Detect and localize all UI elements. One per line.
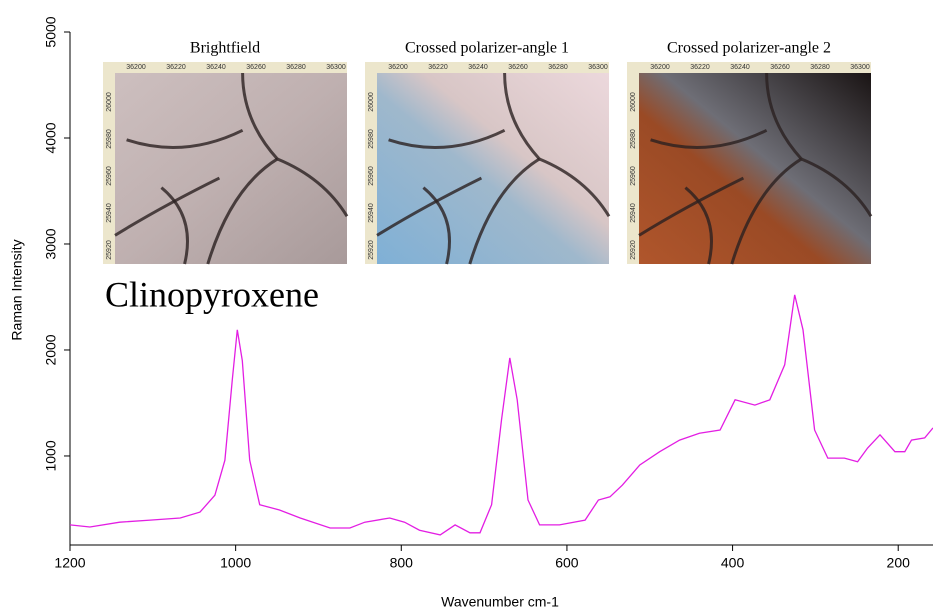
inset-x-tick-label: 36200 — [650, 64, 670, 71]
inset-crack — [503, 72, 541, 160]
inset-crack — [388, 128, 506, 149]
inset-x-tick-label: 36220 — [428, 64, 448, 71]
x-axis-label: Wavenumber cm-1 — [441, 594, 559, 610]
inset-y-tick-label: 25960 — [368, 166, 375, 186]
inset-y-tick-label: 26000 — [368, 92, 375, 112]
inset-crack — [538, 157, 611, 218]
inset-crack — [684, 186, 713, 265]
inset-crack — [638, 176, 745, 237]
inset-x-tick-label: 36260 — [770, 64, 790, 71]
inset-y-tick-label: 25980 — [630, 129, 637, 149]
inset-crack — [650, 128, 768, 149]
x-tick-label: 1000 — [220, 555, 251, 571]
inset-y-tick-label: 26000 — [630, 92, 637, 112]
y-tick-label: 1000 — [43, 440, 59, 471]
inset-crack — [376, 176, 483, 237]
inset-x-tick-label: 36240 — [468, 64, 488, 71]
inset-image — [377, 73, 609, 264]
inset-y-tick-label: 25940 — [630, 203, 637, 223]
inset-x-tick-label: 36200 — [126, 64, 146, 71]
inset-crack — [114, 176, 221, 237]
inset-y-tick-label: 25960 — [106, 166, 113, 186]
inset-crack — [800, 157, 873, 218]
inset-x-tick-label: 36300 — [326, 64, 346, 71]
inset-x-tick-label: 36220 — [690, 64, 710, 71]
inset-crack — [422, 186, 451, 265]
inset-crack — [241, 72, 279, 160]
inset-title: Crossed polarizer-angle 2 — [667, 40, 831, 57]
inset-y-tick-label: 25960 — [630, 166, 637, 186]
spectrum-line — [69, 294, 933, 536]
inset-x-tick-label: 36260 — [246, 64, 266, 71]
y-tick-label: 3000 — [43, 228, 59, 259]
inset-image — [639, 73, 871, 264]
inset-x-tick-label: 36220 — [166, 64, 186, 71]
inset-x-tick-label: 36280 — [286, 64, 306, 71]
inset-x-tick-label: 36300 — [588, 64, 608, 71]
annotation: Clinopyroxene — [105, 274, 319, 314]
inset-title: Brightfield — [190, 40, 260, 57]
y-tick-label: 2000 — [43, 334, 59, 365]
inset-x-tick-label: 36280 — [810, 64, 830, 71]
x-tick-label: 1200 — [54, 555, 85, 571]
x-tick-label: 200 — [887, 555, 911, 571]
inset-x-tick-label: 36260 — [508, 64, 528, 71]
inset-y-tick-label: 25940 — [106, 203, 113, 223]
inset-y-tick-label: 25920 — [630, 240, 637, 260]
inset-crack — [765, 72, 803, 160]
x-tick-label: 600 — [555, 555, 579, 571]
inset-y-tick-label: 25920 — [368, 240, 375, 260]
inset-y-tick-label: 25980 — [106, 129, 113, 149]
y-tick-label: 4000 — [43, 122, 59, 153]
inset-x-tick-label: 36200 — [388, 64, 408, 71]
y-axis-label: Raman Intensity — [9, 239, 25, 340]
inset-crack — [206, 157, 279, 265]
inset-crack — [160, 186, 189, 265]
inset-crack — [730, 157, 803, 265]
y-tick-label: 5000 — [43, 16, 59, 47]
inset-y-tick-label: 25920 — [106, 240, 113, 260]
inset-y-tick-label: 26000 — [106, 92, 113, 112]
inset-crack — [276, 157, 349, 218]
x-tick-label: 400 — [721, 555, 745, 571]
inset-image — [115, 73, 347, 264]
x-tick-label: 800 — [390, 555, 414, 571]
inset-x-tick-label: 36240 — [206, 64, 226, 71]
inset-crack — [126, 128, 244, 149]
inset-x-tick-label: 36280 — [548, 64, 568, 71]
inset-x-tick-label: 36300 — [850, 64, 870, 71]
inset-title: Crossed polarizer-angle 1 — [405, 40, 569, 57]
inset-crack — [468, 157, 541, 265]
inset-x-tick-label: 36240 — [730, 64, 750, 71]
inset-y-tick-label: 25980 — [368, 129, 375, 149]
inset-y-tick-label: 25940 — [368, 203, 375, 223]
